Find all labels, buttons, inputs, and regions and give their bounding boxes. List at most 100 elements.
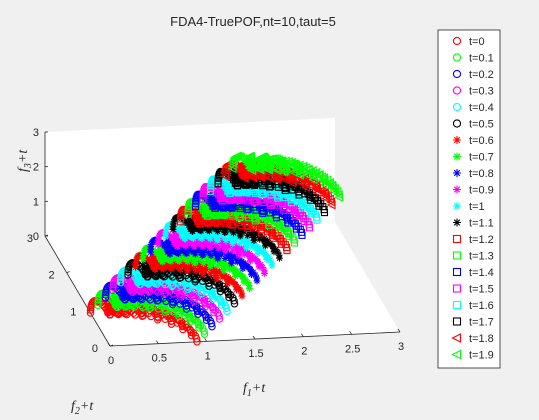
point xyxy=(229,238,237,246)
point xyxy=(237,230,245,238)
legend-entry: t=1.8 xyxy=(451,333,494,345)
point xyxy=(211,186,219,195)
point xyxy=(244,205,252,213)
legend-marker xyxy=(452,234,462,244)
point xyxy=(203,194,212,202)
point xyxy=(253,274,260,282)
point xyxy=(256,235,264,243)
z-tick-label: 3 xyxy=(33,127,39,139)
point xyxy=(187,254,194,262)
legend-entry: t=0.9 xyxy=(453,185,494,197)
point xyxy=(258,248,266,255)
point xyxy=(276,222,284,230)
legend-entry: t=0.8 xyxy=(453,168,494,180)
point xyxy=(208,238,216,246)
point xyxy=(113,285,122,294)
legend-label: t=0.7 xyxy=(469,152,494,164)
point xyxy=(295,168,305,178)
point xyxy=(236,204,244,213)
point xyxy=(195,232,203,240)
point xyxy=(229,220,237,228)
point xyxy=(219,258,227,266)
point xyxy=(249,252,257,260)
legend-marker xyxy=(453,169,461,177)
point xyxy=(147,259,155,267)
point xyxy=(269,243,277,250)
point xyxy=(267,182,275,190)
point xyxy=(169,260,177,268)
point xyxy=(212,233,220,241)
point xyxy=(220,226,228,233)
legend-marker xyxy=(452,300,462,310)
point xyxy=(191,238,199,245)
point xyxy=(292,165,302,175)
point xyxy=(200,259,207,267)
legend-entry: t=0 xyxy=(452,36,485,48)
legend-marker xyxy=(453,152,461,161)
point xyxy=(250,255,258,263)
point xyxy=(185,221,193,229)
point xyxy=(310,194,318,202)
point xyxy=(239,237,247,244)
point xyxy=(205,241,213,249)
legend-label: t=1.7 xyxy=(469,317,494,329)
point xyxy=(192,267,200,275)
point xyxy=(207,252,215,260)
point xyxy=(306,181,316,191)
point xyxy=(287,176,297,186)
legend-marker xyxy=(452,119,462,128)
legend-label: t=0.1 xyxy=(469,53,494,65)
legend-entry: t=0.7 xyxy=(453,152,494,164)
point xyxy=(182,264,190,271)
legend-label: t=0.8 xyxy=(469,168,494,180)
point xyxy=(276,159,286,169)
point xyxy=(183,238,191,246)
z-tick-label: 0 xyxy=(33,231,39,243)
point xyxy=(275,251,283,259)
point xyxy=(234,243,242,250)
y-tick-label: 2 xyxy=(49,270,55,282)
point xyxy=(170,218,178,226)
point xyxy=(215,280,224,288)
point xyxy=(233,182,242,190)
legend-entry: t=1.3 xyxy=(452,251,494,263)
x-tick-label: 1.5 xyxy=(248,348,263,360)
legend-marker xyxy=(451,349,462,360)
legend-marker xyxy=(453,185,461,194)
point xyxy=(233,258,241,266)
point xyxy=(218,179,227,187)
point xyxy=(239,173,249,183)
x-tick-label: 1 xyxy=(205,350,211,362)
point xyxy=(293,162,303,172)
point xyxy=(157,255,164,262)
point xyxy=(128,270,137,278)
x-axis-label: f1+t xyxy=(243,381,266,399)
point xyxy=(222,237,230,244)
y-axis-line xyxy=(44,235,111,347)
point xyxy=(237,213,245,221)
point xyxy=(268,230,276,238)
point xyxy=(249,180,257,188)
z-tick-label: 1 xyxy=(33,196,39,208)
point xyxy=(221,255,229,262)
point xyxy=(188,251,195,259)
legend-label: t=1.6 xyxy=(469,300,494,312)
point xyxy=(233,235,241,243)
point xyxy=(234,227,242,234)
point xyxy=(252,156,262,165)
point xyxy=(231,281,239,288)
point xyxy=(86,309,95,317)
point xyxy=(193,254,201,261)
point xyxy=(197,256,205,264)
point xyxy=(224,252,232,260)
point xyxy=(311,183,321,193)
point xyxy=(304,167,314,177)
point xyxy=(147,241,155,248)
point xyxy=(261,238,269,245)
point xyxy=(246,265,254,273)
point xyxy=(218,250,226,258)
point xyxy=(244,238,252,246)
point xyxy=(228,278,236,286)
point xyxy=(235,270,243,278)
point xyxy=(283,215,291,223)
